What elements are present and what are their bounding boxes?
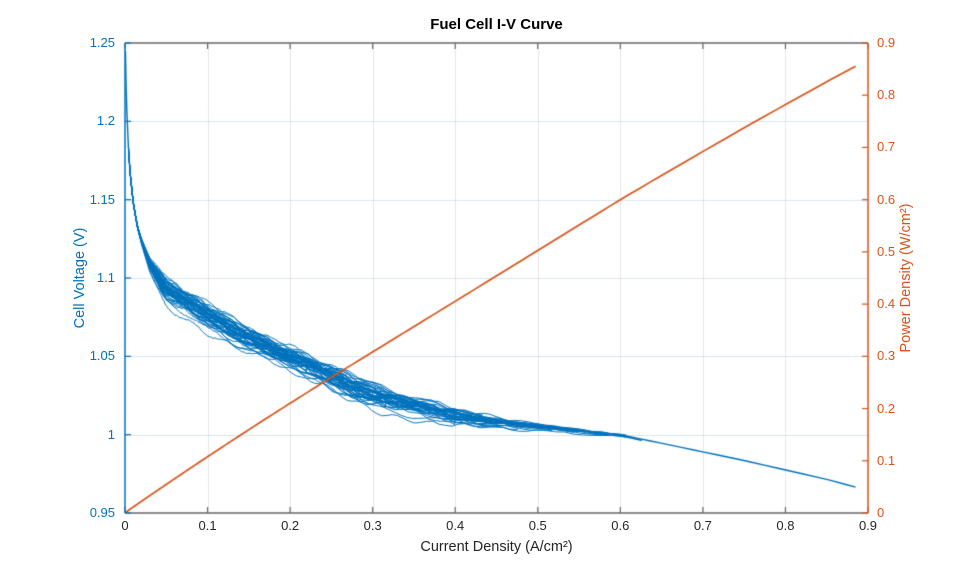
y-axis-label-right: Power Density (W/cm²)	[898, 203, 914, 353]
x-tick-label: 0.2	[281, 518, 300, 533]
x-tick-label: 0.4	[446, 518, 465, 533]
x-tick-label: 0.6	[611, 518, 630, 533]
x-tick-label: 0.9	[858, 518, 878, 533]
y-right-tick-label: 0.6	[877, 191, 896, 207]
y-right-tick-label: 0.3	[877, 348, 896, 364]
x-tick-label: 0	[121, 518, 129, 533]
x-tick-label: 0.5	[528, 518, 547, 533]
y-left-tick-label: 1.2	[96, 113, 115, 129]
y-left-tick-label: 1	[107, 426, 115, 442]
y-left-tick-label: 1.25	[89, 35, 115, 50]
y-left-tick-label: 1.15	[89, 191, 115, 207]
y-left-tick-label: 1.1	[96, 270, 115, 285]
x-axis-label: Current Density (A/cm²)	[420, 539, 573, 555]
y-left-tick-label: 1.05	[89, 348, 115, 364]
y-right-tick-label: 0	[877, 505, 885, 520]
chart-title: Fuel Cell I-V Curve	[430, 16, 563, 33]
x-tick-label: 0.8	[776, 518, 795, 533]
y-right-tick-label: 0.8	[877, 87, 896, 103]
y-right-tick-label: 0.2	[877, 400, 896, 416]
y-right-tick-label: 0.5	[877, 243, 896, 259]
y-right-tick-label: 0.7	[877, 139, 896, 155]
y-right-tick-label: 0.4	[877, 296, 896, 312]
y-right-tick-label: 0.1	[877, 452, 896, 468]
y-right-tick-label: 0.9	[877, 35, 896, 50]
x-tick-label: 0.3	[363, 518, 382, 533]
x-tick-label: 0.7	[693, 518, 712, 533]
x-tick-label: 0.1	[198, 518, 217, 533]
y-left-tick-label: 0.95	[89, 505, 115, 520]
